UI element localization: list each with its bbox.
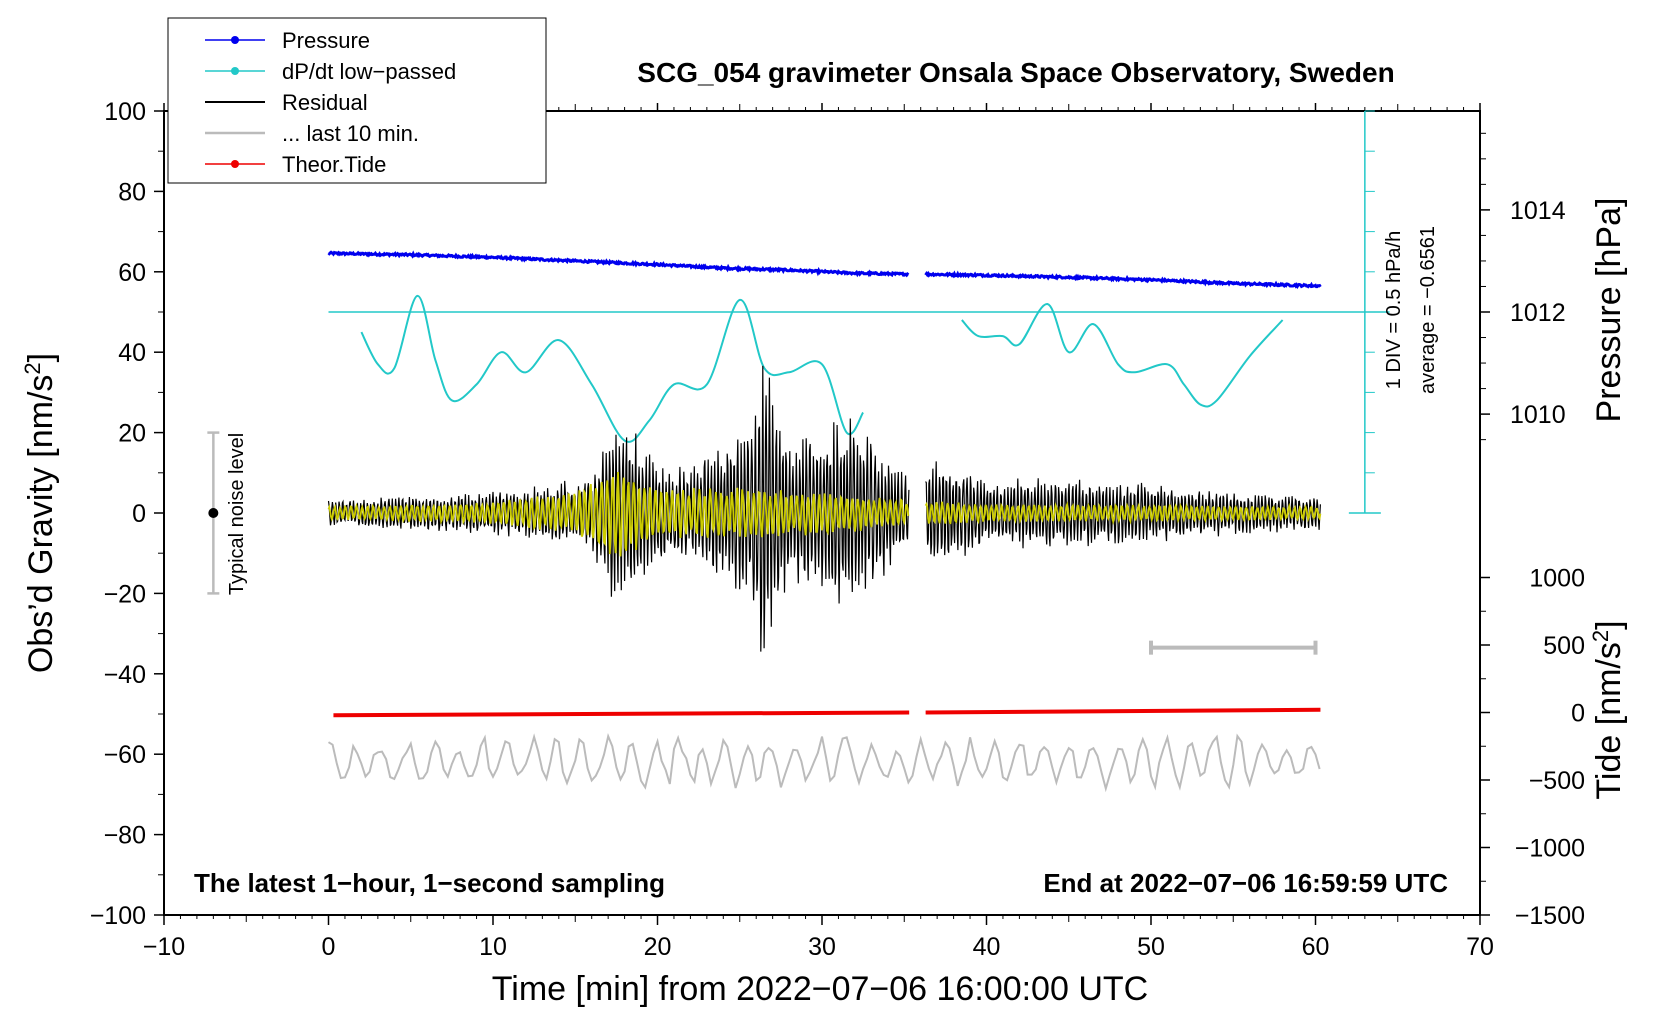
y-axis-label-pressure: Pressure [hPa] — [1590, 198, 1628, 423]
y-tick-label: 100 — [104, 98, 146, 126]
legend: Pressure dP/dt low−passed Residual ... l… — [167, 17, 547, 184]
x-tick-label: 10 — [479, 933, 507, 961]
x-tick-label: 70 — [1466, 933, 1494, 961]
annotations — [207, 110, 1390, 655]
last-10-min-line — [327, 733, 1321, 793]
legend-label-residual: Residual — [282, 90, 368, 115]
y-tick-label: −60 — [104, 741, 146, 769]
x-tick-label: 20 — [644, 933, 672, 961]
legend-marker-tide — [231, 160, 239, 168]
y-label-sup: 2 — [20, 362, 45, 374]
dpdt-line-2 — [961, 303, 1284, 408]
y-axis-label-gravity: Obs’d Gravity [nm/s2] — [20, 353, 60, 673]
pressure-line — [924, 270, 1322, 290]
x-tick-label: 40 — [973, 933, 1001, 961]
noise-bar-center — [208, 508, 219, 518]
y-axis-gravity: −100 −80 −60 −40 −20 0 20 40 60 80 100 — [90, 98, 164, 930]
y-tick-label: −100 — [90, 902, 146, 930]
chart-title: SCG_054 gravimeter Onsala Space Observat… — [637, 57, 1394, 88]
residual-line — [925, 461, 1321, 557]
tide-tick-label: 500 — [1543, 632, 1585, 660]
residual-filtered-line — [327, 471, 910, 557]
tide-tick-label: 0 — [1571, 700, 1585, 728]
legend-box — [167, 17, 547, 184]
x-tick-label: 0 — [322, 933, 336, 961]
dpdt-average-label: average = −0.6561 — [1417, 226, 1439, 394]
y-tick-label: −20 — [104, 580, 146, 608]
x-tick-label: 30 — [808, 933, 836, 961]
y-axis-pressure: 1010 1012 1014 — [1480, 132, 1566, 441]
y-axis-label-tide: Tide [nm/s2] — [1588, 620, 1628, 799]
tide-line — [333, 710, 910, 718]
legend-marker-dpdt — [231, 67, 239, 75]
y-tick-label: −80 — [104, 822, 146, 850]
y-label-end: ] — [22, 353, 60, 362]
tide-line-2 — [925, 707, 1321, 715]
tide-tick-label: 1000 — [1529, 565, 1585, 593]
pressure-tick-label: 1010 — [1510, 401, 1566, 429]
y-tick-label: −40 — [104, 661, 146, 689]
legend-label-last10: ... last 10 min. — [282, 121, 419, 146]
y-tick-label: 60 — [118, 259, 146, 287]
pressure-tick-label: 1014 — [1510, 197, 1566, 225]
pressure-line — [327, 250, 910, 278]
residual-filtered-line — [924, 501, 1322, 526]
tide-tick-label: −500 — [1529, 767, 1585, 795]
y-tick-label: 20 — [118, 420, 146, 448]
tide-tick-label: −1000 — [1515, 835, 1585, 863]
tide-label-end: ] — [1590, 620, 1628, 629]
y-axis-tide: −1500 −1000 −500 0 500 1000 — [1480, 565, 1585, 930]
legend-marker-pressure — [231, 36, 239, 44]
pressure-tick-label: 1012 — [1510, 299, 1566, 327]
x-tick-label: 50 — [1137, 933, 1165, 961]
y-tick-label: 40 — [118, 339, 146, 367]
dpdt-line — [360, 294, 864, 443]
legend-label-dpdt: dP/dt low−passed — [282, 59, 456, 84]
tide-label-main: Tide [nm/s — [1590, 642, 1628, 799]
y-tick-label: 0 — [132, 500, 146, 528]
series-layer — [327, 250, 1322, 793]
tide-tick-label: −1500 — [1515, 902, 1585, 930]
noise-level-label: Typical noise level — [226, 433, 248, 595]
y-tick-label: 80 — [118, 178, 146, 206]
x-tick-label: −10 — [143, 933, 185, 961]
y-label-main: Obs’d Gravity [nm/s — [22, 375, 60, 674]
x-tick-label: 60 — [1302, 933, 1330, 961]
annotation-latest-hour: The latest 1−hour, 1−second sampling — [194, 868, 665, 898]
legend-label-pressure: Pressure — [282, 28, 370, 53]
dpdt-div-label: 1 DIV = 0.5 hPa/h — [1383, 231, 1405, 389]
annotation-end-time: End at 2022−07−06 16:59:59 UTC — [1043, 868, 1448, 898]
x-axis-label: Time [min] from 2022−07−06 16:00:00 UTC — [492, 970, 1148, 1008]
x-axis: −10 0 10 20 30 40 50 60 70 — [143, 103, 1494, 961]
legend-label-tide: Theor.Tide — [282, 152, 386, 177]
tide-label-sup: 2 — [1588, 630, 1613, 642]
